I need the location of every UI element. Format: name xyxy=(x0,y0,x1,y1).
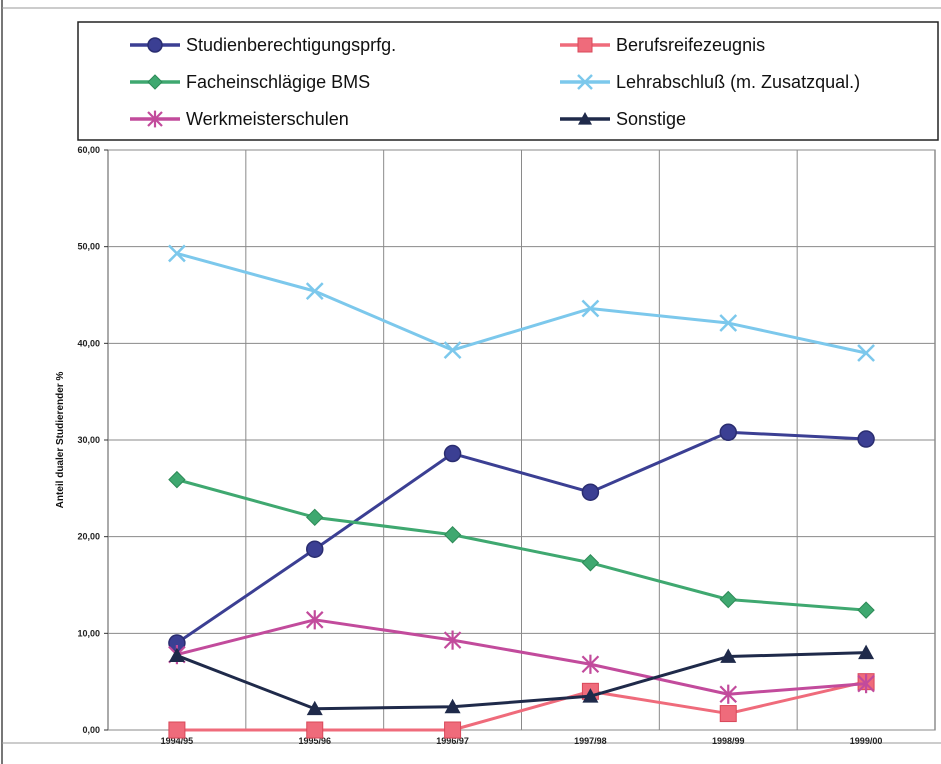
y-tick-label: 60,00 xyxy=(77,145,100,155)
legend: Studienberechtigungsprfg. Berufsreifezeug… xyxy=(77,21,939,141)
marker-diamond xyxy=(306,508,324,527)
marker-star xyxy=(719,684,738,704)
legend-label: Sonstige xyxy=(616,109,686,129)
x-axis-ticks: 1994/95 1995/96 1996/97 1997/98 1998/99 1999/… xyxy=(161,736,883,746)
legend-item: Lehrabschluß (m. Zusatzqual.) xyxy=(560,72,860,92)
x-tick-label: 1997/98 xyxy=(574,736,607,746)
series-line xyxy=(176,478,867,612)
y-tick-label: 10,00 xyxy=(77,628,100,638)
x-tick-label: 1996/97 xyxy=(436,736,469,746)
marker-x-stroke xyxy=(168,244,186,263)
marker-x xyxy=(581,299,600,318)
legend-label: Berufsreifezeugnis xyxy=(616,35,765,55)
marker-triangle xyxy=(444,698,461,714)
marker-circle xyxy=(857,430,875,448)
legend-label: Studienberechtigungsprfg. xyxy=(186,35,396,55)
marker-square xyxy=(306,721,324,739)
marker-circle xyxy=(306,540,324,558)
marker-x xyxy=(443,341,462,359)
marker-x-stroke xyxy=(719,314,738,332)
marker-diamond xyxy=(443,526,462,544)
series-lehrabschlu-m-zusatzqual xyxy=(168,244,875,362)
marker-x-stroke xyxy=(857,344,875,362)
gridlines xyxy=(108,149,935,731)
marker-diamond xyxy=(168,470,186,489)
marker-triangle xyxy=(858,644,875,660)
y-tick-label: 50,00 xyxy=(77,242,100,252)
marker-star xyxy=(443,630,462,650)
series-line xyxy=(176,430,867,645)
series-studienberechtigungsprfg xyxy=(168,423,875,652)
marker-x xyxy=(305,282,324,301)
marker-star xyxy=(147,110,163,128)
series-line xyxy=(176,618,867,696)
marker-square xyxy=(444,721,462,739)
series-line xyxy=(176,651,867,711)
x-tick-label: 1995/96 xyxy=(298,736,331,746)
series-line xyxy=(176,251,867,355)
y-tick-label: 20,00 xyxy=(77,532,100,542)
legend-box xyxy=(77,21,939,141)
marker-circle xyxy=(443,444,462,463)
plot-area: 0,00 10,00 20,00 30,00 40,00 50,00 60,00 1994/… xyxy=(77,145,936,746)
marker-star xyxy=(305,610,324,630)
series-sonstige xyxy=(168,644,875,716)
marker-diamond xyxy=(581,554,600,572)
marker-x xyxy=(719,314,738,332)
marker-square xyxy=(577,37,593,53)
marker-star xyxy=(581,654,600,674)
legend-item: Studienberechtigungsprfg. xyxy=(130,35,396,55)
data-series xyxy=(168,244,875,739)
legend-items: Studienberechtigungsprfg. Berufsreifezeug… xyxy=(130,35,860,129)
marker-circle xyxy=(719,423,737,442)
legend-item: Sonstige xyxy=(560,109,686,129)
legend-label: Lehrabschluß (m. Zusatzqual.) xyxy=(616,72,860,92)
marker-x-stroke xyxy=(577,74,593,90)
y-tick-label: 40,00 xyxy=(77,338,100,348)
marker-triangle xyxy=(306,700,323,716)
series-berufsreifezeugnis xyxy=(168,673,875,739)
marker-x-stroke xyxy=(581,299,600,318)
marker-triangle xyxy=(720,648,737,663)
marker-circle xyxy=(581,483,600,501)
marker-square xyxy=(168,721,186,739)
x-tick-label: 1998/99 xyxy=(712,736,745,746)
marker-triangle xyxy=(578,112,592,125)
legend-item: Werkmeisterschulen xyxy=(130,109,349,129)
marker-x-stroke xyxy=(305,282,324,301)
y-axis-ticks: 0,00 10,00 20,00 30,00 40,00 50,00 60,00 xyxy=(77,145,108,735)
x-tick-label: 1999/00 xyxy=(850,736,883,746)
marker-diamond xyxy=(719,590,737,609)
marker-circle xyxy=(147,37,163,53)
marker-x xyxy=(577,74,593,90)
marker-diamond xyxy=(147,74,163,90)
series-line xyxy=(176,680,867,732)
series-facheinschl-gige-bms xyxy=(168,470,875,619)
marker-triangle xyxy=(582,688,599,703)
series-werkmeisterschulen xyxy=(168,610,875,704)
x-tick-label: 1994/95 xyxy=(161,736,194,746)
marker-x-stroke xyxy=(443,341,462,359)
y-tick-label: 30,00 xyxy=(77,435,100,445)
marker-star xyxy=(857,674,875,694)
legend-item: Berufsreifezeugnis xyxy=(560,35,765,55)
y-axis-label: Anteil dualer Studierender % xyxy=(55,372,66,509)
legend-label: Werkmeisterschulen xyxy=(186,109,349,129)
legend-item: Facheinschlägige BMS xyxy=(130,72,370,92)
marker-square xyxy=(719,705,737,723)
y-tick-label: 0,00 xyxy=(82,725,100,735)
marker-x xyxy=(857,344,875,362)
marker-diamond xyxy=(857,601,875,619)
legend-label: Facheinschlägige BMS xyxy=(186,72,370,92)
marker-triangle xyxy=(168,647,185,662)
marker-x xyxy=(168,244,186,263)
